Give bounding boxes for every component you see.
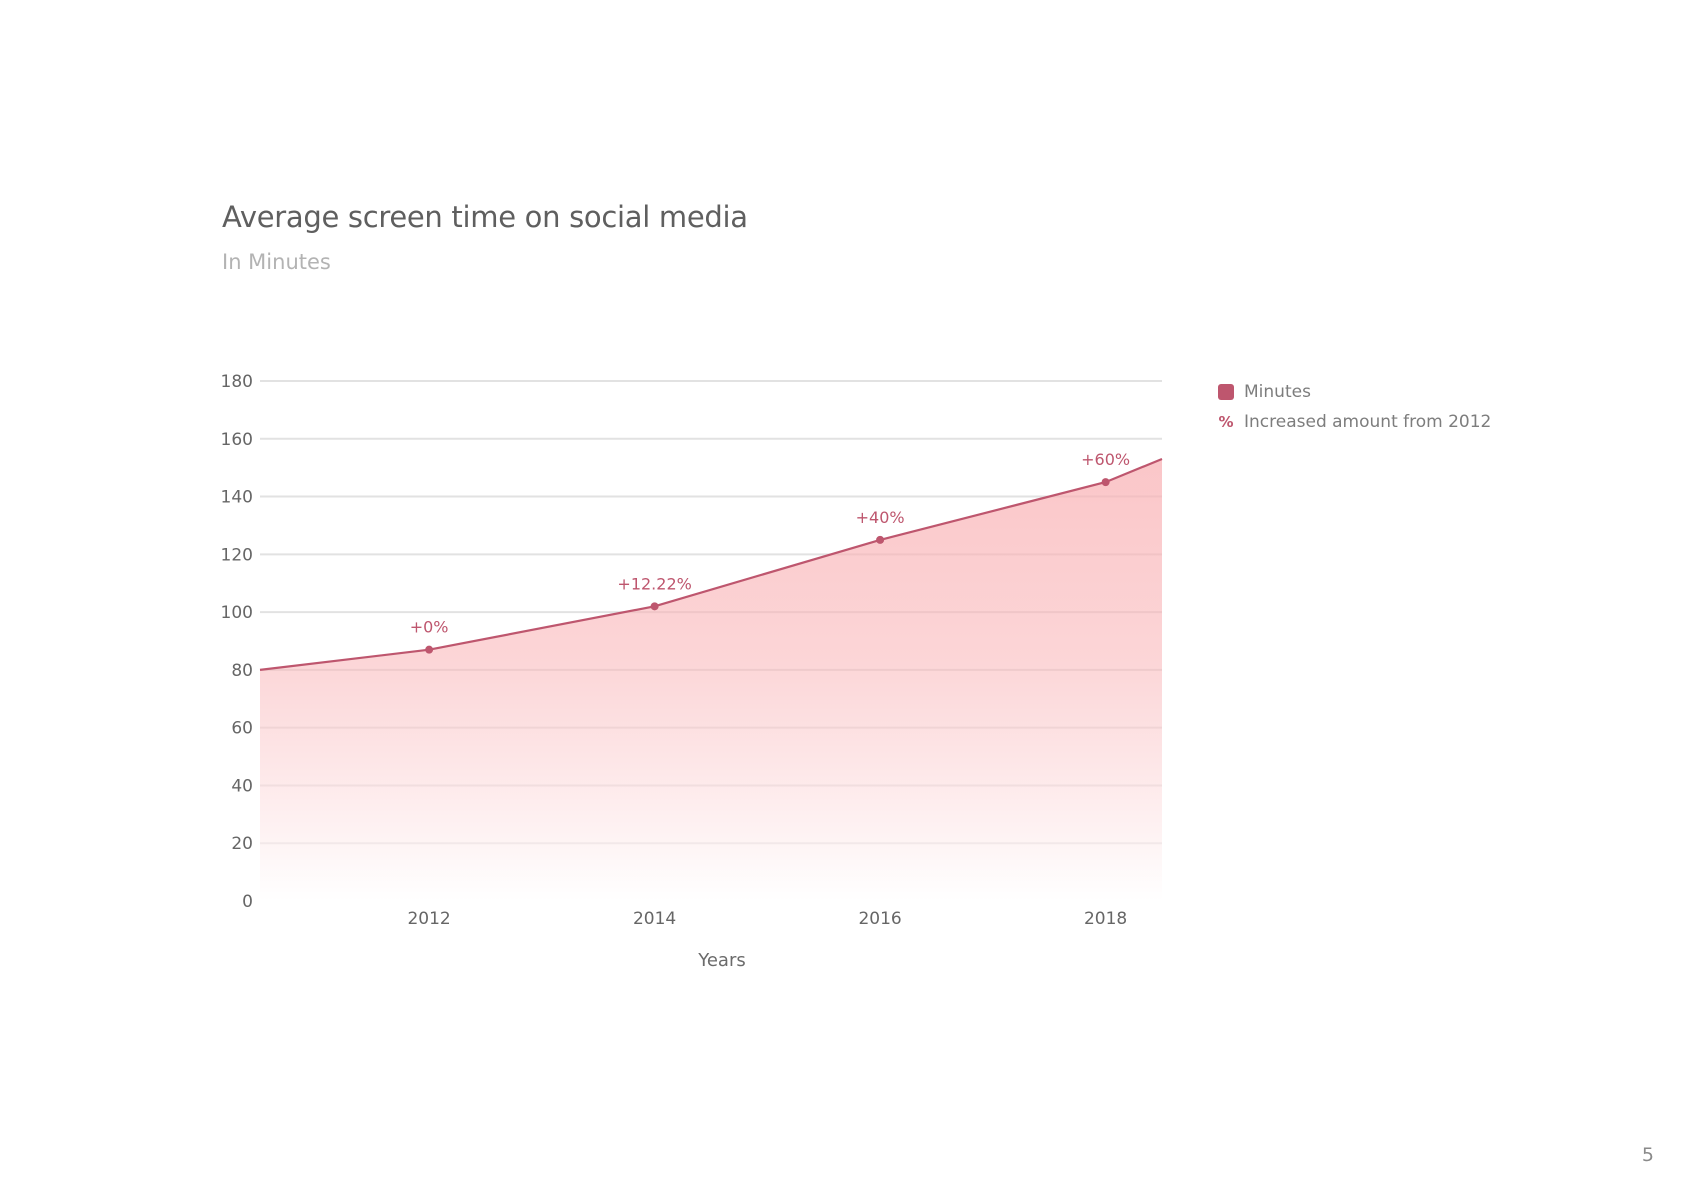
x-axis-label: Years [697,950,746,971]
y-tick-label: 0 [242,892,253,912]
y-tick-label: 20 [231,834,253,854]
data-label: +12.22% [617,574,691,593]
data-label: +60% [1081,450,1130,469]
y-tick-label: 80 [231,661,253,681]
series-line-minutes [259,457,1163,671]
chart-subtitle: In Minutes [222,250,331,274]
data-point [1101,478,1110,487]
chart-legend: Minutes % Increased amount from 2012 [1218,377,1491,437]
x-tick-label: 2014 [633,909,676,929]
page-number: 5 [1641,1144,1654,1166]
legend-item-increase: % Increased amount from 2012 [1218,407,1491,437]
x-tick-label: 2016 [858,909,901,929]
y-tick-label: 120 [221,545,253,565]
data-label: +0% [410,618,449,637]
data-point [876,535,885,544]
legend-label-minutes: Minutes [1244,382,1311,402]
y-tick-label: 100 [221,603,253,623]
data-point [425,645,434,654]
percent-icon: % [1218,413,1234,431]
x-tick-label: 2018 [1084,909,1127,929]
y-tick-label: 160 [221,430,253,450]
legend-swatch-minutes [1218,384,1234,400]
legend-item-minutes: Minutes [1218,377,1491,407]
data-point [650,602,659,611]
y-tick-label: 180 [221,372,253,392]
data-label: +40% [856,508,905,527]
y-tick-label: 60 [231,719,253,739]
legend-label-increase: Increased amount from 2012 [1244,412,1492,432]
y-tick-label: 40 [231,776,253,796]
x-tick-label: 2012 [407,909,450,929]
y-tick-label: 140 [221,488,253,508]
area-fill-minutes [260,459,1162,901]
chart-title: Average screen time on social media [222,200,748,234]
